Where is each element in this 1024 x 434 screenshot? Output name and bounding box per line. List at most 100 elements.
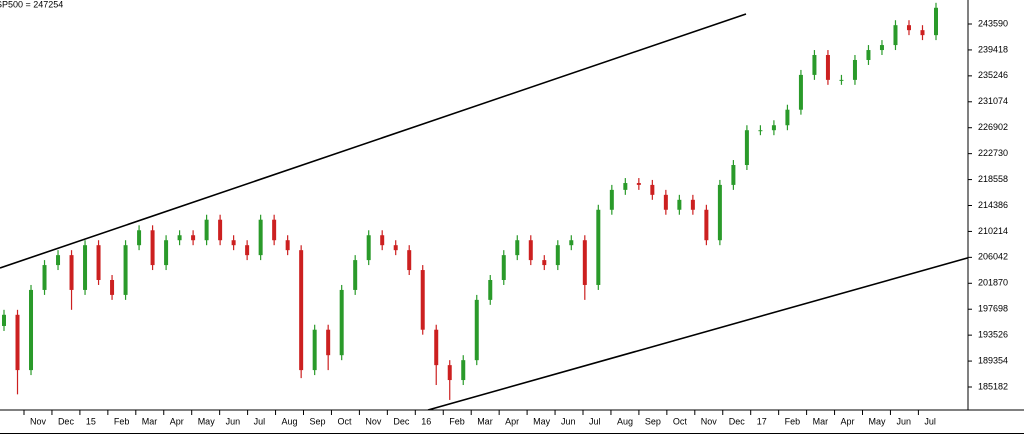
candle-body [191,235,196,241]
candle-body [866,50,871,60]
candle-body [636,183,641,185]
y-tick-label: 218558 [978,174,1008,184]
candle-body [555,245,560,266]
candle-body [285,240,290,251]
candle-body [137,230,142,246]
candle-body [218,219,223,241]
y-tick-label: 231074 [978,96,1008,106]
y-tick-label: 243590 [978,18,1008,28]
y-tick-label: 222730 [978,148,1008,158]
candle-body [380,235,385,246]
y-tick-label: 235246 [978,70,1008,80]
x-tick-label: Nov [365,416,382,426]
candle-body [56,255,61,266]
y-tick-label: 197698 [978,304,1008,314]
x-tick-label: Aug [617,416,633,426]
candle-body [771,125,776,131]
candle-body [312,329,317,371]
candle-body [258,219,263,256]
candle-body [245,245,250,256]
x-tick-label: 16 [421,416,431,426]
candle-body [366,235,371,261]
candle-body [744,130,749,166]
candle-body [920,30,925,36]
candle-body [272,219,277,241]
x-tick-label: May [869,416,887,426]
x-tick-label: Apr [841,416,855,426]
x-tick-label: Nov [701,416,718,426]
candle-body [326,329,331,356]
y-tick-label: 214386 [978,200,1008,210]
candle-body [501,255,506,280]
candle-body [528,240,533,261]
candle-body [690,199,695,210]
candle-body [29,289,34,371]
chart-title: SP500 = 247254 [0,0,63,9]
candle-body [110,279,115,295]
candle-body [96,245,101,280]
x-tick-label: Jun [226,416,241,426]
candle-body [123,245,128,295]
x-tick-label: Oct [673,416,688,426]
x-tick-label: Jun [896,416,911,426]
candle-body [582,240,587,285]
candle-body [474,299,479,361]
y-tick-label: 201870 [978,278,1008,288]
x-tick-label: May [198,416,216,426]
candle-body [42,265,47,290]
candle-body [623,183,628,190]
candle-body [177,235,182,241]
y-tick-label: 189354 [978,355,1008,365]
candle-body [83,245,88,290]
candle-body [650,184,655,195]
candle-body [825,55,830,80]
candle-body [461,360,466,381]
x-tick-label: Feb [114,416,130,426]
x-tick-label: Apr [170,416,184,426]
y-tick-label: 226902 [978,122,1008,132]
candle-body [515,240,520,256]
x-tick-label: Dec [729,416,746,426]
x-tick-label: Sep [645,416,661,426]
candle-body [164,240,169,266]
candle-body [339,289,344,356]
candle-body [717,184,722,241]
lower-trendline [427,256,968,410]
candle-body [852,59,857,80]
candle-body [812,55,817,75]
candle-body [150,230,155,266]
candle-body [934,7,938,36]
candle-body [569,240,574,246]
candle-body [663,194,668,210]
x-tick-label: Jul [254,416,266,426]
x-tick-label: May [533,416,551,426]
x-tick-label: Jun [561,416,576,426]
candle-body [677,199,682,210]
x-tick-label: 17 [757,416,767,426]
x-tick-label: Aug [282,416,298,426]
x-tick-label: Mar [477,416,493,426]
candle-body [609,189,614,210]
upper-trendline [0,13,747,269]
x-tick-label: Nov [30,416,47,426]
candle-body [353,260,358,290]
x-tick-label: Jul [924,416,936,426]
candle-body [407,250,412,271]
candle-body [2,314,6,326]
x-tick-label: Feb [449,416,465,426]
candle-body [15,314,20,371]
candle-body [879,45,884,51]
y-tick-label: 210214 [978,226,1008,236]
y-tick-label: 239418 [978,44,1008,54]
candle-body [231,240,236,246]
x-tick-label: Jul [589,416,601,426]
x-tick-label: Feb [785,416,801,426]
candle-body [69,255,74,290]
candle-body [488,279,493,300]
candle-body [704,209,709,241]
candle-body [542,260,547,266]
plot-area [0,2,968,410]
candle-body [839,79,844,81]
candle-body [447,365,452,381]
